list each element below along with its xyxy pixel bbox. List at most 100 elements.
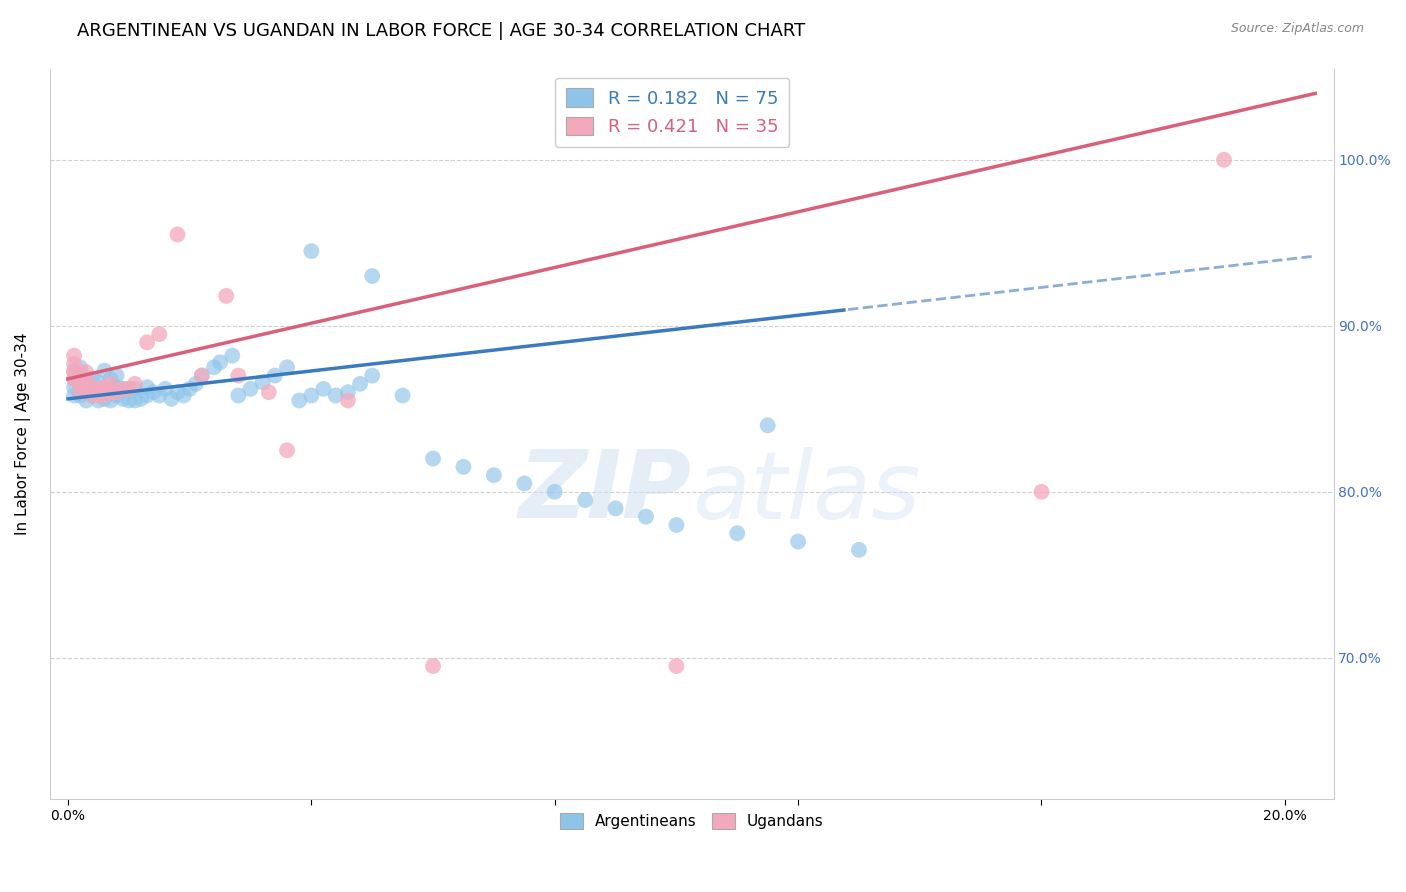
Point (75, 393, 97, 408)
Point (349, 376, 371, 391)
Point (288, 393, 311, 408)
Point (336, 385, 359, 400)
Point (276, 443, 298, 458)
Point (75, 382, 97, 396)
Point (82, 372, 104, 386)
Point (69, 365, 91, 379)
Point (148, 327, 170, 342)
Point (191, 368, 214, 383)
Point (105, 368, 128, 383)
Point (202, 360, 225, 375)
Point (228, 368, 250, 383)
Point (93, 392, 115, 406)
Point (100, 385, 122, 400)
Point (63, 349, 86, 363)
Point (93, 384, 115, 398)
Point (605, 501, 627, 516)
Point (69, 388, 91, 402)
Point (665, 518, 688, 533)
Point (111, 382, 134, 396)
Point (124, 393, 146, 408)
Point (105, 380, 128, 394)
Point (142, 385, 165, 400)
Point (100, 376, 122, 391)
Point (87, 385, 110, 400)
Text: ARGENTINEAN VS UGANDAN IN LABOR FORCE | AGE 30-34 CORRELATION CHART: ARGENTINEAN VS UGANDAN IN LABOR FORCE | … (77, 22, 806, 40)
Point (75, 384, 97, 398)
Point (87, 375, 110, 389)
Point (100, 384, 122, 398)
Point (361, 268, 384, 283)
Point (361, 368, 384, 383)
Point (118, 382, 141, 396)
Point (325, 388, 347, 402)
Point (69, 360, 91, 375)
Point (184, 376, 207, 391)
Point (665, 659, 688, 673)
Point (93, 380, 115, 394)
Point (69, 376, 91, 391)
Point (75, 374, 97, 388)
Point (69, 368, 91, 383)
Point (75, 365, 97, 379)
Point (160, 392, 183, 406)
Point (69, 385, 91, 400)
Point (82, 388, 104, 402)
Point (422, 659, 444, 673)
Point (725, 526, 748, 541)
Point (239, 382, 262, 396)
Point (63, 365, 86, 379)
Point (634, 509, 657, 524)
Point (221, 349, 243, 363)
Point (215, 289, 238, 303)
Point (513, 476, 536, 491)
Point (111, 382, 134, 396)
Point (100, 372, 122, 386)
Point (118, 393, 141, 408)
Point (82, 388, 104, 402)
Point (312, 382, 335, 396)
Point (336, 393, 359, 408)
Point (136, 380, 159, 394)
Point (482, 468, 505, 483)
Point (209, 355, 232, 369)
Point (263, 368, 285, 383)
Point (166, 385, 188, 400)
Point (422, 451, 444, 466)
Point (63, 357, 86, 371)
Text: ZIP: ZIP (519, 446, 692, 538)
Point (136, 388, 159, 402)
Point (136, 335, 159, 350)
Point (105, 385, 128, 400)
Point (166, 227, 188, 242)
Point (82, 382, 104, 396)
Point (257, 385, 280, 400)
Y-axis label: In Labor Force | Age 30-34: In Labor Force | Age 30-34 (15, 333, 31, 535)
Point (124, 382, 146, 396)
Point (93, 388, 115, 402)
Point (148, 388, 170, 402)
Point (63, 372, 86, 386)
Point (848, 542, 870, 557)
Point (787, 534, 810, 549)
Point (75, 374, 97, 388)
Point (129, 392, 152, 406)
Point (63, 372, 86, 386)
Point (87, 382, 110, 396)
Point (391, 388, 413, 402)
Legend: Argentineans, Ugandans: Argentineans, Ugandans (554, 806, 830, 835)
Point (228, 388, 250, 402)
Text: atlas: atlas (692, 447, 920, 538)
Point (276, 360, 298, 375)
Point (179, 382, 201, 396)
Point (1213, 153, 1236, 167)
Point (544, 484, 567, 499)
Point (69, 380, 91, 394)
Point (82, 380, 104, 394)
Point (87, 388, 110, 402)
Point (118, 382, 141, 396)
Point (124, 376, 146, 391)
Point (299, 388, 322, 402)
Point (252, 375, 274, 389)
Point (63, 380, 86, 394)
